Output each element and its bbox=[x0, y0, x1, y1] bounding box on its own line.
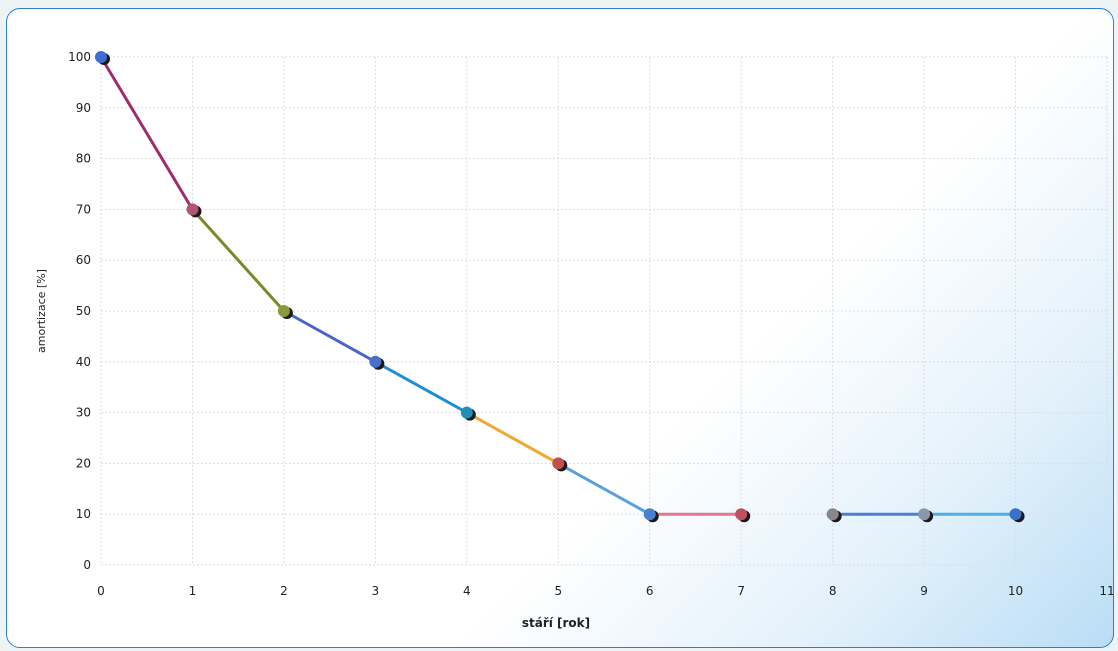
series-line-segment bbox=[99, 55, 194, 211]
x-tick-label: 7 bbox=[737, 584, 745, 598]
data-point bbox=[95, 51, 107, 63]
series-line-segment bbox=[373, 360, 469, 415]
data-point bbox=[918, 508, 931, 521]
data-point bbox=[460, 406, 473, 419]
series-line-segment bbox=[282, 309, 377, 364]
y-axis-label: amortizace [%] bbox=[35, 269, 48, 353]
y-tick-label: 70 bbox=[76, 202, 91, 216]
series-line-segment bbox=[190, 207, 286, 313]
y-tick-label: 80 bbox=[76, 152, 91, 166]
chart-frame: 0 10 20 30 40 50 60 70 80 90 100 0 1 2 3 4 5 6 7 8 9 10 11 stář… bbox=[6, 8, 1114, 648]
line-chart: 0 10 20 30 40 50 60 70 80 90 100 0 1 2 3 4 5 6 7 8 9 10 11 stář… bbox=[35, 50, 1114, 630]
x-tick-label: 6 bbox=[646, 584, 654, 598]
y-tick-label: 40 bbox=[76, 355, 91, 369]
x-tick-label: 5 bbox=[554, 584, 562, 598]
data-point bbox=[643, 508, 656, 521]
x-tick-label: 3 bbox=[372, 584, 380, 598]
data-point bbox=[277, 305, 290, 317]
data-point bbox=[826, 508, 839, 521]
y-tick-label: 0 bbox=[83, 558, 91, 572]
data-point bbox=[369, 355, 382, 368]
y-tick-label: 50 bbox=[76, 304, 91, 318]
x-axis-label: stáří [rok] bbox=[522, 616, 590, 630]
data-point bbox=[186, 203, 199, 216]
y-tick-label: 20 bbox=[76, 456, 91, 470]
data-point bbox=[735, 508, 748, 521]
y-tick-label: 60 bbox=[76, 253, 91, 267]
x-tick-label: 2 bbox=[280, 584, 288, 598]
x-tick-label: 9 bbox=[920, 584, 928, 598]
y-tick-label: 100 bbox=[68, 50, 91, 64]
x-tick-label: 11 bbox=[1099, 584, 1114, 598]
series-line-segment bbox=[465, 411, 560, 465]
data-point bbox=[552, 457, 565, 470]
data-point bbox=[1009, 508, 1022, 521]
y-tick-label: 30 bbox=[76, 406, 91, 420]
series-line-segment bbox=[556, 461, 652, 516]
x-tick-label: 10 bbox=[1008, 584, 1023, 598]
y-tick-label: 10 bbox=[76, 507, 91, 521]
y-tick-label: 90 bbox=[76, 101, 91, 115]
x-tick-label: 4 bbox=[463, 584, 471, 598]
x-tick-label: 8 bbox=[829, 584, 837, 598]
x-tick-label: 0 bbox=[97, 584, 105, 598]
x-tick-label: 1 bbox=[189, 584, 197, 598]
